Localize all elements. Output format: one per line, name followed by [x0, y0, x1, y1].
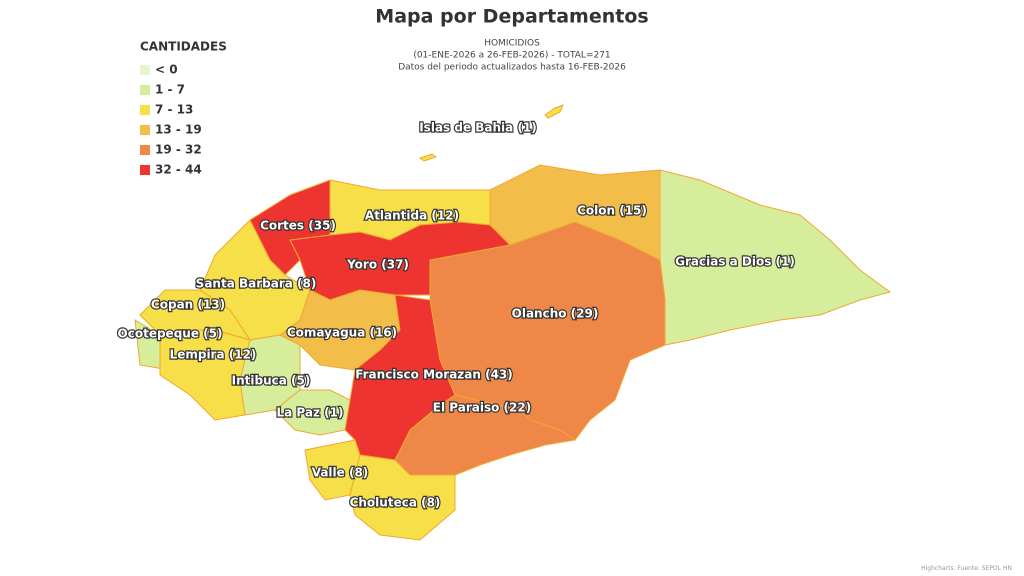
- region-label: Choluteca (8): [350, 496, 441, 510]
- region-label: Yoro (37): [346, 258, 409, 272]
- title: Mapa por Departamentos: [375, 6, 648, 28]
- region-label: Atlantida (12): [365, 209, 459, 223]
- legend-swatch: [140, 105, 150, 115]
- region-label: Islas de Bahia (1): [419, 121, 537, 135]
- region-label: La Paz (1): [277, 406, 344, 420]
- region-label: Copan (13): [151, 298, 225, 312]
- region-label: Cortes (35): [260, 219, 336, 233]
- region-label: Intibuca (5): [232, 374, 311, 388]
- region: [349, 454, 456, 541]
- region: [418, 153, 438, 162]
- region-label: Valle (8): [312, 466, 369, 480]
- legend-label: 13 - 19: [155, 123, 202, 137]
- legend-label: 19 - 32: [155, 143, 202, 157]
- legend-label: 1 - 7: [155, 83, 185, 97]
- region-label: Santa Barbara (8): [196, 277, 317, 291]
- region-label: Gracias a Dios (1): [675, 255, 795, 269]
- credits: Highcharts. Fuente: SEPOL HN: [921, 565, 1012, 572]
- region-label: Colon (15): [577, 204, 647, 218]
- legend-swatch: [140, 125, 150, 135]
- region: [544, 104, 564, 119]
- subtitle: HOMICIDIOS: [484, 39, 540, 49]
- region-label: Lempira (12): [170, 348, 257, 362]
- legend-title: CANTIDADES: [140, 40, 227, 54]
- region-label: Ocotepeque (5): [118, 327, 223, 341]
- legend-label: < 0: [155, 63, 178, 77]
- legend-label: 7 - 13: [155, 103, 193, 117]
- legend-swatch: [140, 65, 150, 75]
- subtitle: (01-ENE-2026 a 26-FEB-2026) - TOTAL=271: [413, 51, 610, 61]
- subtitle: Datos del periodo actualizados hasta 16-…: [398, 63, 626, 73]
- region-label: Comayagua (16): [287, 326, 397, 340]
- region-label: El Paraiso (22): [433, 401, 531, 415]
- legend-label: 32 - 44: [155, 163, 202, 177]
- region-label: Olancho (29): [512, 307, 599, 321]
- legend-swatch: [140, 145, 150, 155]
- legend-swatch: [140, 85, 150, 95]
- legend-swatch: [140, 165, 150, 175]
- region-label: Francisco Morazan (43): [355, 368, 513, 382]
- region: [239, 334, 301, 416]
